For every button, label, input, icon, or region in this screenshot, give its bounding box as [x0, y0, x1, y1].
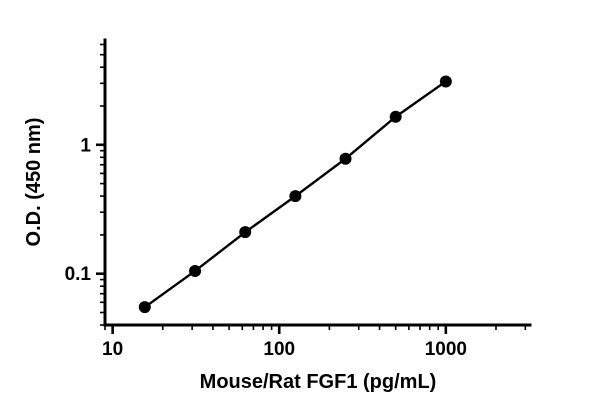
x-tick-label: 10	[102, 339, 123, 360]
y-tick-label: 1	[80, 135, 91, 156]
data-point	[439, 75, 452, 88]
plot-layer: 10 100 1000 0.1 1	[65, 38, 532, 360]
data-point	[289, 190, 302, 203]
data-point	[389, 110, 402, 123]
data-point	[189, 264, 202, 277]
y-axis-title: O.D. (450 nm)	[23, 118, 45, 247]
x-tick-label: 1000	[425, 339, 467, 360]
data-point	[138, 301, 151, 314]
x-tick-label: 100	[263, 339, 295, 360]
data-point	[239, 226, 252, 239]
y-tick-label: 0.1	[65, 264, 92, 285]
data-point	[339, 152, 352, 165]
x-axis-title: Mouse/Rat FGF1 (pg/mL)	[200, 371, 437, 393]
